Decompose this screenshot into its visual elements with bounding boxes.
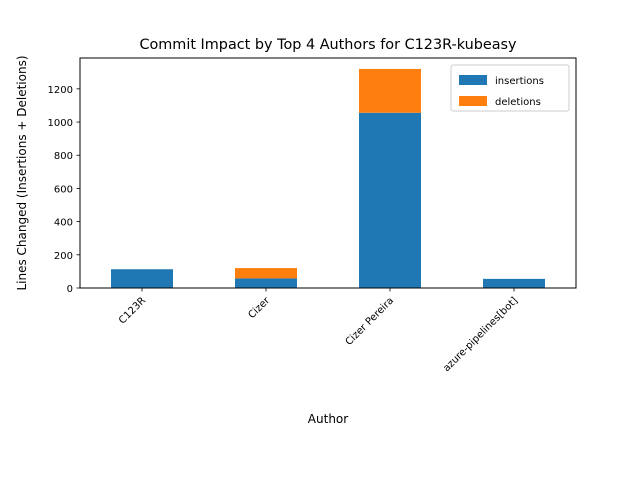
bar-insertions-0 <box>111 269 173 288</box>
y-tick-label-0: 0 <box>67 284 73 295</box>
bar-insertions-1 <box>235 278 297 288</box>
bar-insertions-3 <box>483 278 545 288</box>
y-tick-label-2: 400 <box>54 218 73 229</box>
chart-title: Commit Impact by Top 4 Authors for C123R… <box>139 37 517 53</box>
y-tick-label-1: 200 <box>54 251 73 262</box>
bar-deletions-1 <box>235 268 297 279</box>
bar-insertions-2 <box>359 112 421 288</box>
y-tick-label-4: 800 <box>54 151 73 162</box>
y-tick-label-3: 600 <box>54 184 73 195</box>
bars-layer <box>111 68 545 288</box>
y-axis: 0 200 400 600 800 1000 1200 <box>48 85 80 295</box>
legend-swatch-insertions <box>459 75 487 85</box>
y-axis-label: Lines Changed (Insertions + Deletions) <box>15 55 29 290</box>
legend: insertions deletions <box>450 64 570 112</box>
plot-frame <box>79 57 577 289</box>
legend-label-deletions: deletions <box>495 97 541 108</box>
legend-label-insertions: insertions <box>495 76 544 87</box>
x-axis-label: Author <box>308 412 348 426</box>
bar-deletions-2 <box>359 68 421 113</box>
legend-swatch-deletions <box>459 96 487 106</box>
y-tick-label-5: 1000 <box>48 118 73 129</box>
y-tick-label-6: 1200 <box>48 85 73 96</box>
